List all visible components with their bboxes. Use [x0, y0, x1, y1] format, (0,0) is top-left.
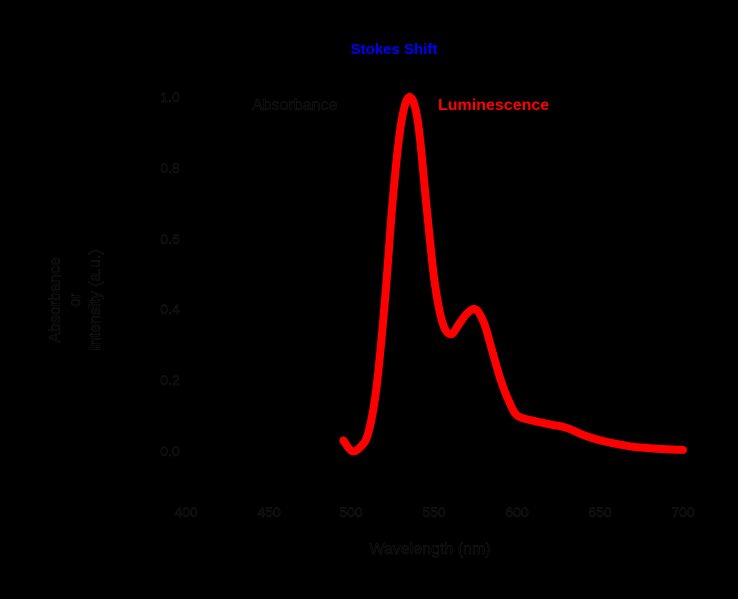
x-tick-label: 450	[257, 504, 281, 520]
y-tick-label: 0.6	[160, 231, 180, 247]
x-tick-label: 400	[174, 504, 198, 520]
y-axis-ticks: 1.0 0.8 0.6 0.4 0.2 0.0	[160, 89, 180, 459]
x-tick-label: 700	[671, 504, 695, 520]
legend-luminescence: Luminescence	[438, 97, 549, 114]
x-axis-label: Wavelength (nm)	[369, 541, 490, 558]
x-tick-label: 550	[422, 504, 446, 520]
luminescence-curve	[339, 93, 687, 456]
x-axis-ticks: 400 450 500 550 600 650 700	[174, 504, 695, 520]
y-axis-label-line3: Intensity (a.u.)	[87, 249, 104, 350]
y-tick-label: 0.0	[160, 443, 180, 459]
legend-absorbance: Absorbance	[252, 97, 337, 114]
y-tick-label: 1.0	[160, 89, 180, 105]
x-tick-label: 650	[588, 504, 612, 520]
x-tick-label: 600	[505, 504, 529, 520]
y-tick-label: 0.4	[160, 301, 180, 317]
chart-title: Stokes Shift	[350, 41, 438, 58]
x-tick-label: 500	[339, 504, 363, 520]
y-tick-label: 0.8	[160, 160, 180, 176]
y-axis-label-line1: Absorbance	[47, 257, 64, 342]
y-axis-label-line2: or	[67, 292, 84, 307]
y-tick-label: 0.2	[160, 372, 180, 388]
y-axis-label: Absorbance or Intensity (a.u.)	[47, 249, 104, 351]
